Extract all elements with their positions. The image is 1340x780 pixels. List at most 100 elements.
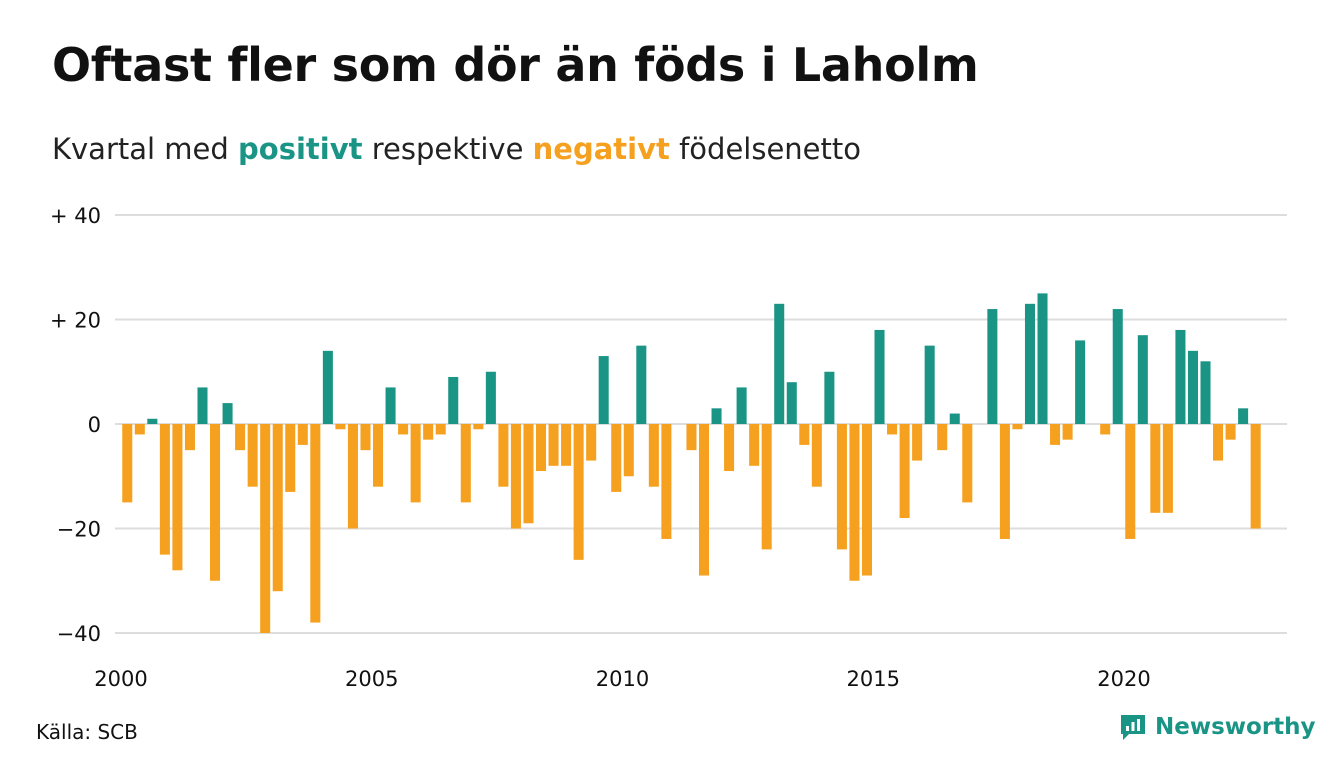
bar-negative [849, 424, 860, 581]
bar-negative [272, 424, 283, 592]
bar-negative [1225, 424, 1236, 440]
y-tick-label: 0 [88, 413, 101, 437]
subtitle-negative-label: negativt [532, 132, 670, 166]
subtitle-text-start: Kvartal med [52, 132, 229, 166]
source-note: Källa: SCB [36, 720, 138, 744]
bar-negative [899, 424, 910, 519]
bar-negative [1213, 424, 1224, 461]
bar-positive [598, 356, 609, 424]
bar-negative [235, 424, 246, 451]
bar-negative [310, 424, 321, 623]
bar-negative [749, 424, 760, 466]
bar-positive [1137, 335, 1148, 424]
bar-positive [448, 376, 459, 424]
bar-positive [874, 329, 885, 424]
bar-negative [260, 424, 271, 633]
y-tick-label: −40 [57, 622, 101, 646]
bar-negative [1125, 424, 1136, 539]
bar-negative [335, 424, 346, 430]
brand-name: Newsworthy [1155, 714, 1316, 740]
bar-negative [561, 424, 572, 466]
bar-positive [1037, 293, 1048, 425]
bar-negative [1100, 424, 1111, 435]
chart-title: Oftast fler som dör än föds i Laholm [52, 38, 979, 92]
bar-negative [887, 424, 898, 435]
subtitle-text-middle: respektive [371, 132, 524, 166]
y-tick-label: + 20 [50, 309, 101, 333]
bar-positive [322, 350, 333, 424]
bar-positive [1075, 340, 1086, 424]
bar-negative [285, 424, 296, 492]
bar-negative [360, 424, 371, 451]
bar-negative [247, 424, 258, 487]
bar-negative [686, 424, 697, 451]
subtitle-positive-label: positivt [238, 132, 363, 166]
bar-positive [1112, 309, 1123, 424]
bar-negative [536, 424, 547, 472]
bar-negative [1250, 424, 1261, 529]
bar-negative [661, 424, 672, 539]
bar-negative [423, 424, 434, 440]
bar-positive [385, 387, 396, 424]
chart-subtitle: Kvartal med positivt respektive negativt… [52, 132, 861, 166]
bar-negative [373, 424, 384, 487]
bar-positive [774, 303, 785, 424]
bar-positive [197, 387, 208, 424]
bar-positive [1175, 329, 1186, 424]
bar-positive [636, 345, 647, 425]
bar-negative [799, 424, 810, 445]
bar-negative [159, 424, 170, 555]
bar-negative [698, 424, 710, 576]
bar-negative [724, 424, 735, 472]
bar-positive [736, 387, 747, 424]
bar-negative [836, 424, 847, 550]
bar-positive [1238, 408, 1249, 424]
bar-negative [523, 424, 534, 524]
y-tick-label: + 40 [50, 204, 101, 228]
bar-negative [1050, 424, 1061, 445]
bar-negative [586, 424, 597, 461]
bar-negative [1162, 424, 1173, 513]
bar-positive [786, 382, 797, 424]
bar-negative [498, 424, 509, 487]
bar-positive [485, 371, 496, 424]
bar-negative [184, 424, 195, 451]
bar-positive [222, 403, 233, 424]
bar-negative [210, 424, 221, 581]
bar-negative [623, 424, 634, 477]
bar-positive [147, 418, 158, 424]
bar-positive [1200, 361, 1211, 424]
bar-negative [510, 424, 521, 529]
bar-positive [1187, 350, 1198, 424]
bar-negative [761, 424, 772, 550]
bar-negative [1012, 424, 1023, 430]
bar-negative [648, 424, 659, 487]
bar-negative [347, 424, 358, 529]
bar-negative [937, 424, 948, 451]
brand-logo: Newsworthy [1118, 712, 1316, 742]
x-tick-label: 2000 [94, 667, 147, 691]
bar-negative [962, 424, 973, 503]
y-tick-label: −20 [57, 518, 101, 542]
bar-negative [398, 424, 409, 435]
x-tick-label: 2020 [1097, 667, 1150, 691]
bar-negative [460, 424, 471, 503]
bar-negative [435, 424, 446, 435]
bar-negative [297, 424, 308, 445]
x-tick-label: 2010 [596, 667, 649, 691]
x-tick-label: 2015 [847, 667, 900, 691]
bar-positive [949, 413, 960, 424]
x-tick-label: 2005 [345, 667, 398, 691]
bar-positive [824, 371, 835, 424]
bar-negative [473, 424, 484, 430]
bar-negative [861, 424, 872, 576]
bar-negative [912, 424, 923, 461]
bar-negative [573, 424, 584, 560]
newsworthy-logo-icon [1121, 715, 1145, 740]
bar-negative [999, 424, 1010, 539]
bar-positive [924, 345, 935, 425]
bar-positive [987, 309, 998, 424]
bar-positive [1024, 303, 1035, 424]
subtitle-text-end: födelsenetto [679, 132, 861, 166]
bar-negative [1062, 424, 1073, 440]
